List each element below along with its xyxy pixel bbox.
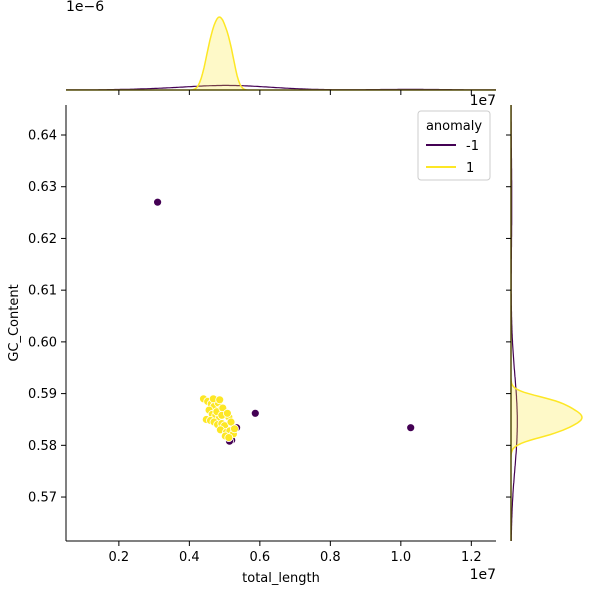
x-axis-label: total_length (242, 571, 320, 586)
x-tick-label: 0.4 (179, 550, 200, 565)
x-tick-label: 0.6 (250, 550, 271, 565)
x-tick-label: 0.8 (320, 550, 341, 565)
top-marginal-density-1 (66, 16, 496, 91)
y-axis-label: GC_Content (7, 284, 22, 361)
scatter-point-1 (222, 408, 232, 418)
y-ticks: 0.57 0.58 0.59 0.60 0.61 0.62 0.63 0.64 (28, 128, 66, 506)
x-tick-label: 0.2 (109, 550, 130, 565)
y-tick-label: 0.61 (28, 284, 57, 299)
top-marginal: 1e−6 (66, 0, 496, 95)
scatter-point-1 (226, 417, 236, 427)
right-marginal-density-minus1 (510, 105, 518, 541)
scatter-point-minus1 (406, 423, 416, 433)
right-marginal: 1e7 (470, 93, 583, 541)
right-marginal-offset-text: 1e7 (470, 93, 496, 109)
top-marginal-density-minus1 (66, 84, 496, 91)
y-tick-label: 0.57 (28, 491, 57, 506)
legend: anomaly -1 1 (417, 110, 491, 181)
top-marginal-ticks (118, 90, 472, 95)
y-tick-label: 0.63 (28, 180, 57, 195)
x-ticks: 0.2 0.4 0.6 0.8 1.0 1.2 (109, 541, 482, 565)
y-tick-label: 0.64 (28, 128, 57, 143)
scatter-point-1 (224, 433, 234, 443)
scatter-point-1 (230, 424, 239, 434)
x-tick-label: 1.0 (390, 550, 411, 565)
main-axes: 0.2 0.4 0.6 0.8 1.0 1.2 0.570.580.590.600.610… (7, 105, 496, 586)
top-marginal-offset-text: 1e−6 (66, 0, 104, 15)
x-tick-label: 1.2 (461, 550, 482, 565)
legend-label-minus1: -1 (466, 139, 479, 154)
scatter-points (153, 197, 416, 446)
scatter-point-1 (215, 395, 225, 405)
y-tick-label: 0.58 (28, 439, 57, 454)
y-tick-label: 0.62 (28, 232, 57, 247)
y-tick-label: 0.59 (28, 387, 57, 402)
scatter-point-minus1 (153, 197, 163, 207)
right-marginal-density-1 (510, 105, 583, 541)
legend-label-1: 1 (466, 161, 474, 176)
legend-title: anomaly (426, 119, 482, 134)
scatter-point-minus1 (250, 408, 260, 418)
x-offset-text: 1e7 (470, 567, 496, 583)
right-marginal-ticks (506, 134, 511, 498)
y-tick-label: 0.60 (28, 335, 57, 350)
